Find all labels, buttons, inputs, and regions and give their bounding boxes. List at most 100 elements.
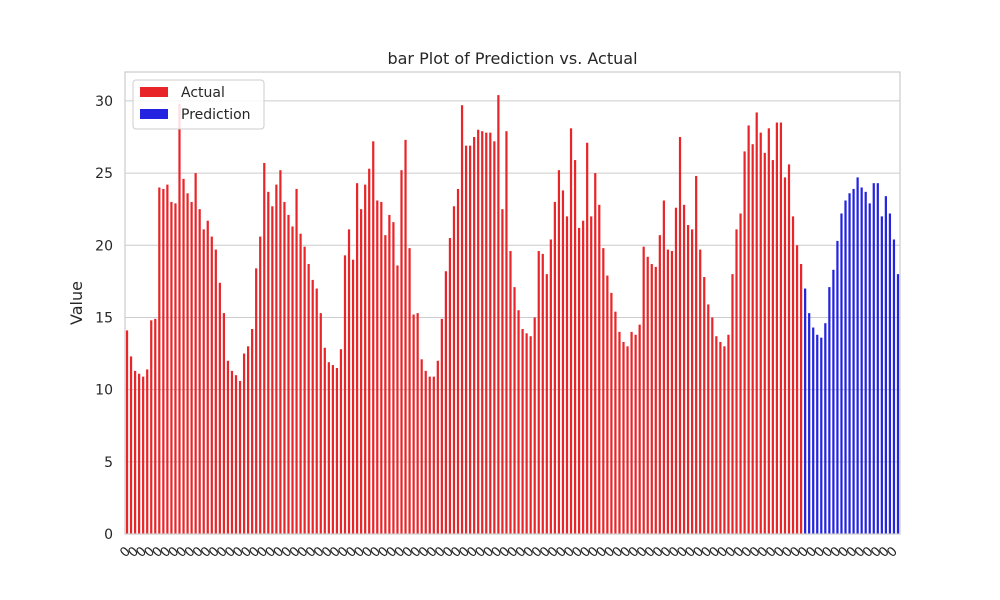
bar-actual [751, 144, 754, 534]
bar-prediction [844, 200, 847, 535]
bar-actual [759, 132, 762, 534]
bar-prediction [888, 213, 892, 535]
bar-actual [412, 314, 415, 534]
bar-actual [319, 313, 322, 534]
bar-actual [743, 151, 746, 534]
bar-actual [723, 346, 726, 534]
bar-actual [327, 362, 330, 534]
bar-actual [444, 271, 448, 534]
bar-actual [481, 131, 484, 534]
bar-actual [618, 331, 621, 535]
bar-prediction [896, 274, 900, 535]
bar-actual [606, 275, 609, 534]
bar-actual [388, 214, 391, 534]
bar-actual [448, 238, 452, 534]
bar-actual [238, 380, 242, 534]
bar-actual [719, 341, 722, 534]
bar-actual [626, 346, 629, 534]
y-tick-label: 20 [95, 238, 113, 254]
bar-actual [666, 249, 670, 534]
bar-actual [226, 360, 230, 534]
bar-actual [642, 246, 645, 534]
plot-area [125, 72, 900, 534]
bar-actual [493, 141, 496, 535]
bar-actual [351, 259, 355, 534]
bar-actual [573, 160, 577, 534]
bar-actual [420, 359, 423, 534]
bar-actual [586, 142, 589, 535]
bar-actual [553, 201, 556, 534]
bar-actual [460, 105, 464, 535]
legend-label-prediction: Prediction [181, 107, 251, 123]
bar-actual [598, 204, 601, 534]
bar-prediction [856, 177, 859, 534]
bar-actual [735, 229, 738, 534]
bar-prediction [852, 188, 855, 534]
bar-actual [779, 122, 783, 534]
bar-actual [565, 216, 569, 535]
bar-actual [154, 318, 157, 534]
bar-actual [658, 235, 661, 534]
bar-actual [464, 145, 468, 534]
x-tick-labels: 0000000000000000000000000000000000000000… [117, 544, 900, 560]
bar-actual [368, 168, 371, 535]
bar-actual [473, 136, 476, 534]
bar-prediction [884, 196, 887, 534]
bar-actual [577, 227, 581, 534]
bar-actual [315, 288, 318, 534]
bar-actual [263, 162, 266, 534]
bar-actual [214, 249, 217, 534]
y-tick-label: 10 [95, 383, 113, 399]
bar-actual [303, 246, 306, 534]
bar-actual [509, 251, 512, 534]
y-tick-label: 5 [104, 455, 113, 471]
bar-actual [646, 256, 649, 534]
y-tick-label: 15 [95, 310, 113, 326]
bar-prediction [812, 327, 815, 534]
bar-actual [715, 336, 718, 534]
bar-actual [485, 132, 488, 534]
bar-actual [707, 304, 710, 534]
bar-actual [452, 206, 456, 534]
bar-actual [545, 274, 548, 535]
bar-actual [287, 214, 290, 534]
bar-actual [638, 324, 641, 534]
bar-actual [138, 373, 141, 534]
bar-actual [787, 164, 791, 534]
bar-actual [711, 317, 714, 534]
bar-actual [703, 277, 706, 534]
bar-actual [162, 188, 165, 534]
y-tick-label: 25 [95, 166, 113, 182]
bar-actual [497, 95, 500, 534]
bar-actual [255, 268, 258, 534]
bar-actual [686, 225, 690, 535]
bar-actual [295, 188, 298, 534]
bar-actual [271, 206, 274, 534]
bar-actual [384, 235, 387, 534]
bar-prediction [832, 269, 835, 534]
bar-actual [630, 331, 633, 535]
bar-actual [360, 209, 363, 534]
bar-actual [392, 222, 395, 534]
bar-actual [283, 201, 286, 534]
bar-actual [549, 239, 552, 535]
bar-actual [408, 248, 411, 534]
bar-actual [372, 141, 375, 535]
bar-actual [440, 318, 443, 534]
bar-actual [561, 190, 565, 534]
bar-actual [590, 216, 593, 535]
bar-actual [428, 376, 431, 534]
bar-actual [331, 365, 334, 534]
bar-actual [380, 201, 383, 534]
y-axis-label: Value [67, 281, 86, 325]
bar-actual [610, 292, 613, 534]
bar-actual [400, 170, 403, 534]
bar-actual [347, 229, 351, 534]
bar-prediction [868, 203, 871, 534]
bar-prediction [860, 187, 863, 534]
bar-actual [622, 341, 625, 534]
bar-actual [699, 249, 702, 534]
bar-actual [279, 170, 282, 534]
bar-actual [323, 347, 326, 534]
